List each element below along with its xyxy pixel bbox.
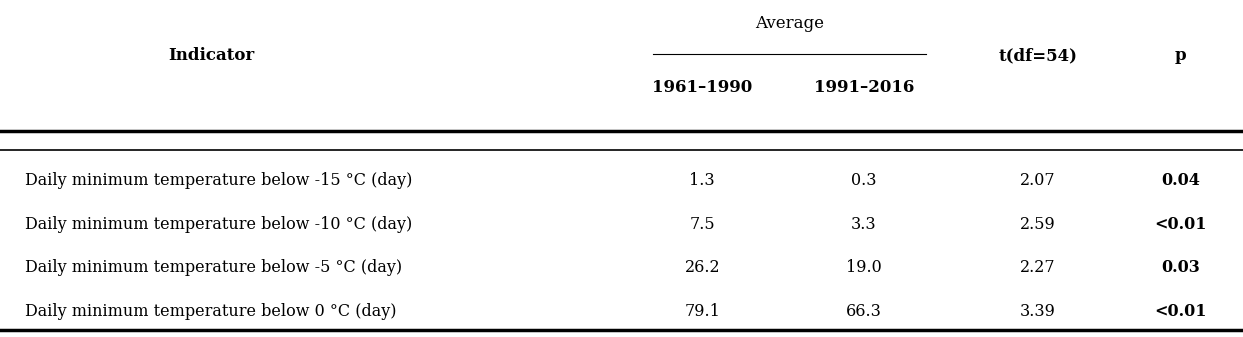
Text: Daily minimum temperature below -5 °C (day): Daily minimum temperature below -5 °C (d… [25,259,401,276]
Text: 3.3: 3.3 [851,216,876,233]
Text: 0.04: 0.04 [1161,172,1201,189]
Text: 19.0: 19.0 [846,259,881,276]
Text: Daily minimum temperature below -10 °C (day): Daily minimum temperature below -10 °C (… [25,216,413,233]
Text: <0.01: <0.01 [1155,216,1207,233]
Text: Indicator: Indicator [168,47,255,64]
Text: 79.1: 79.1 [685,303,720,320]
Text: Daily minimum temperature below -15 °C (day): Daily minimum temperature below -15 °C (… [25,172,413,189]
Text: 3.39: 3.39 [1021,303,1055,320]
Text: t(df=54): t(df=54) [998,47,1078,64]
Text: 1991–2016: 1991–2016 [814,79,914,96]
Text: 2.59: 2.59 [1021,216,1055,233]
Text: Daily minimum temperature below 0 °C (day): Daily minimum temperature below 0 °C (da… [25,303,397,320]
Text: Average: Average [755,15,824,32]
Text: 1961–1990: 1961–1990 [653,79,752,96]
Text: p: p [1175,47,1187,64]
Text: 0.03: 0.03 [1161,259,1201,276]
Text: <0.01: <0.01 [1155,303,1207,320]
Text: 7.5: 7.5 [690,216,715,233]
Text: 0.3: 0.3 [851,172,876,189]
Text: 2.07: 2.07 [1021,172,1055,189]
Text: 1.3: 1.3 [690,172,715,189]
Text: 66.3: 66.3 [846,303,881,320]
Text: 2.27: 2.27 [1021,259,1055,276]
Text: 26.2: 26.2 [685,259,720,276]
